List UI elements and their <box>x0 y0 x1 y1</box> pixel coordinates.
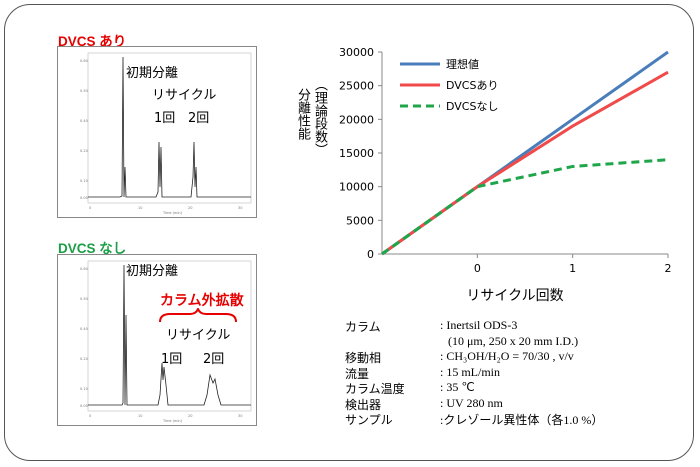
y-tick-label: 30000 <box>339 46 374 59</box>
y-tick-label: 10000 <box>339 181 374 194</box>
svg-text:0.10: 0.10 <box>80 387 88 391</box>
svg-text:20: 20 <box>188 206 192 210</box>
bottom-label-initial: 初期分離 <box>126 264 179 279</box>
svg-text:0: 0 <box>89 414 91 418</box>
condition-label: カラム <box>345 320 381 334</box>
condition-label: サンプル <box>345 413 393 427</box>
y-tick-label: 15000 <box>339 147 374 160</box>
svg-text:Time (min): Time (min) <box>162 211 183 215</box>
svg-text:0.00: 0.00 <box>80 404 88 408</box>
bottom-label-recycle: リサイクル <box>166 328 231 343</box>
svg-text:0.50: 0.50 <box>80 89 88 93</box>
y-axis-label-line1: 分離性能 <box>295 88 310 140</box>
y-tick-label: 25000 <box>339 80 374 93</box>
top-label-recycle: リサイクル <box>152 88 217 103</box>
condition-value: : CH₃OH/H₂O = 70/30 , v/v <box>440 349 574 363</box>
svg-text:0.60: 0.60 <box>80 267 88 271</box>
top-label-cycle2: 2回 <box>188 111 210 126</box>
svg-text:0.20: 0.20 <box>80 149 88 153</box>
panel-bottom-title: DVCS なし <box>58 241 127 256</box>
condition-label: 流量 <box>345 366 370 381</box>
condition-value: : 35 ℃ <box>440 380 475 394</box>
condition-label: 検出器 <box>345 397 382 412</box>
svg-text:0.00: 0.00 <box>80 196 88 200</box>
svg-text:0.20: 0.20 <box>80 357 88 361</box>
x-tick-label: 1 <box>569 262 576 275</box>
svg-text:10: 10 <box>138 206 142 210</box>
svg-text:30: 30 <box>238 414 242 418</box>
chromatogram-bottom: 0.60 0.50 0.40 0.20 0.10 0.00 0 10 20 30 Time… <box>57 254 257 426</box>
x-tick-label: 0 <box>474 262 481 275</box>
bottom-label-cycle2: 2回 <box>203 352 225 367</box>
svg-text:0: 0 <box>89 206 91 210</box>
svg-text:0.40: 0.40 <box>80 119 88 123</box>
bottom-label-cycle1: 1回 <box>161 352 183 367</box>
top-label-cycle1: 1回 <box>154 111 176 126</box>
y-axis-label: 分離性能 （理論段数） <box>293 78 333 208</box>
y-tick-label: 0 <box>367 248 374 261</box>
bottom-label-dispersion: カラム外拡散 <box>160 293 244 309</box>
svg-text:Time (min): Time (min) <box>162 419 183 423</box>
condition-label: 移動相 <box>345 351 382 365</box>
panel-top-title: DVCS あり <box>58 34 127 49</box>
chromatogram-top: 0.60 0.50 0.40 0.20 0.10 0.00 0 10 20 30 Time… <box>57 46 257 218</box>
condition-value: : 15 mL/min <box>440 364 500 379</box>
chromatogram-bottom-plot: 0.60 0.50 0.40 0.20 0.10 0.00 0 10 20 30 Time… <box>80 260 252 423</box>
series-line-3 <box>381 158 669 256</box>
line-chart: 0 5000 10000 15000 20000 25000 30000 0 1 2 リサイクル回数… <box>339 46 672 304</box>
y-tick-label: 20000 <box>339 113 374 126</box>
legend-label-3: DVCSなし <box>446 100 498 113</box>
legend-label-1: 理想値 <box>446 57 479 71</box>
svg-text:0.50: 0.50 <box>80 297 88 301</box>
condition-value: : UV 280 nm <box>440 395 503 410</box>
chromatogram-top-plot: 0.60 0.50 0.40 0.20 0.10 0.00 0 10 20 30 Time… <box>80 52 252 215</box>
condition-value: : Inertsil ODS-3 <box>440 318 518 332</box>
condition-value: :クレゾール異性体（各1.0 %） <box>440 413 604 427</box>
outer-frame <box>4 4 694 461</box>
condition-label: カラム温度 <box>345 382 405 396</box>
top-label-initial: 初期分離 <box>126 66 179 81</box>
svg-text:0.40: 0.40 <box>80 327 88 331</box>
svg-text:30: 30 <box>238 206 242 210</box>
dispersion-brace <box>159 308 237 323</box>
x-tick-label: 2 <box>665 262 672 275</box>
svg-text:10: 10 <box>138 414 142 418</box>
svg-text:0.60: 0.60 <box>80 59 88 63</box>
legend-label-2: DVCSあり <box>446 79 498 92</box>
x-axis-label: リサイクル回数 <box>466 288 563 304</box>
svg-text:0.10: 0.10 <box>80 179 88 183</box>
svg-text:20: 20 <box>188 414 192 418</box>
y-tick-label: 5000 <box>346 214 374 227</box>
y-axis-label-line2: （理論段数） <box>312 78 327 156</box>
condition-value: (10 μm, 250 x 20 mm I.D.) <box>448 333 579 348</box>
